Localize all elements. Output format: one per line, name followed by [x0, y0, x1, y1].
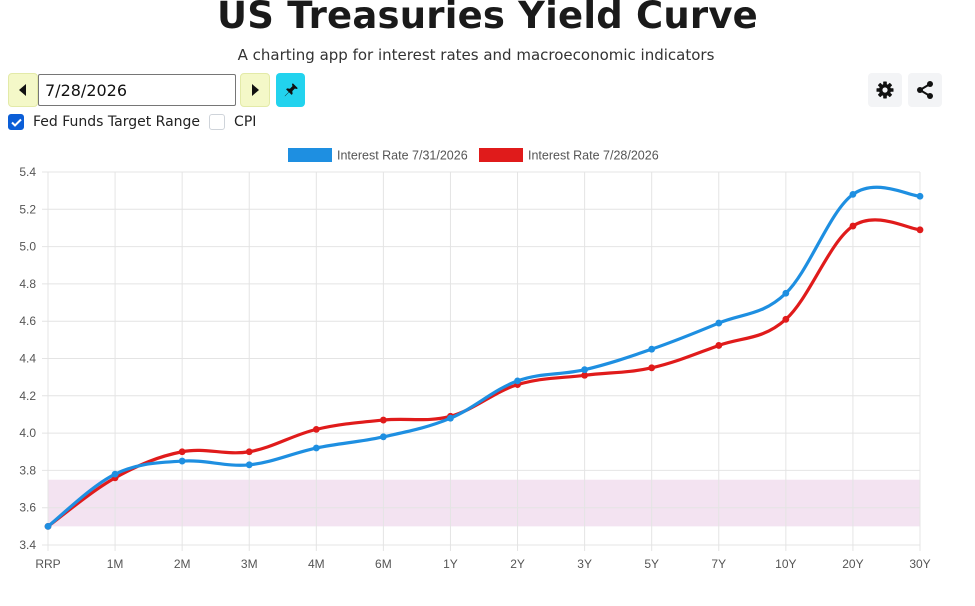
fed-funds-band [48, 479, 920, 527]
gear-icon [876, 81, 894, 99]
share-icon [917, 81, 933, 99]
y-tick-label: 3.8 [19, 463, 36, 477]
fed-funds-checkbox[interactable] [8, 114, 24, 130]
y-tick-label: 4.2 [19, 389, 36, 403]
yield-curve-chart: Interest Rate 7/31/2026 Interest Rate 7/2… [19, 148, 931, 571]
y-tick-label: 4.4 [19, 352, 36, 366]
legend-label: Interest Rate 7/28/2026 [528, 149, 659, 163]
chart-grid [42, 171, 921, 551]
y-axis: 3.4 3.6 3.8 4.0 4.2 4.4 4.6 4.8 5.0 5.2 5.4 [19, 165, 36, 552]
x-tick-label: RRP [35, 557, 60, 571]
x-tick-label: 7Y [711, 557, 726, 571]
data-point [514, 377, 521, 385]
next-date-button[interactable] [240, 73, 270, 107]
y-tick-label: 3.6 [19, 501, 36, 515]
chart-legend: Interest Rate 7/31/2026 Interest Rate 7/2… [288, 148, 659, 163]
data-point [178, 457, 186, 465]
data-point [312, 425, 320, 433]
data-point [44, 522, 52, 530]
data-point [245, 448, 253, 456]
data-point [178, 448, 186, 456]
data-point [245, 461, 253, 469]
caret-right-icon [252, 84, 259, 96]
legend-label: Interest Rate 7/31/2026 [337, 149, 468, 163]
data-point [715, 342, 723, 349]
chart-series [44, 185, 924, 530]
data-point [648, 364, 656, 372]
cpi-checkbox[interactable] [209, 114, 226, 130]
pin-button[interactable] [276, 73, 305, 107]
x-axis: RRP 1M 2M 3M 4M 6M 1Y 2Y 3Y 5Y 7Y 10Y 20Y 30Y [35, 557, 930, 571]
y-tick-label: 4.6 [19, 314, 36, 328]
x-tick-label: 10Y [775, 557, 796, 571]
data-point [782, 315, 790, 323]
y-tick-label: 5.4 [19, 165, 36, 179]
data-point [849, 222, 857, 230]
data-point [379, 416, 387, 424]
x-tick-label: 6M [375, 557, 392, 571]
x-tick-label: 20Y [842, 557, 863, 571]
data-point [379, 433, 387, 441]
series-line [47, 185, 921, 528]
x-tick-label: 2M [174, 557, 191, 571]
fed-funds-label[interactable]: Fed Funds Target Range [33, 114, 201, 130]
x-tick-label: 3M [241, 557, 258, 571]
data-point [916, 192, 924, 200]
y-tick-label: 4.0 [19, 426, 36, 440]
y-tick-label: 5.2 [19, 202, 36, 216]
x-tick-label: 30Y [909, 557, 930, 571]
data-point [581, 366, 589, 374]
x-tick-label: 4M [308, 557, 325, 571]
data-point [581, 371, 589, 379]
fed-funds-band-area [48, 479, 920, 527]
data-point [849, 190, 857, 198]
y-tick-label: 4.8 [19, 277, 36, 291]
x-tick-label: 3Y [577, 557, 592, 571]
x-tick-label: 5Y [644, 557, 659, 571]
prev-date-button[interactable] [8, 73, 38, 107]
checkmark-icon [10, 118, 22, 127]
data-point [715, 319, 723, 327]
cpi-label[interactable]: CPI [234, 114, 257, 130]
data-point [312, 444, 320, 452]
data-point [782, 289, 790, 297]
share-button[interactable] [908, 73, 942, 107]
date-input[interactable] [38, 74, 236, 106]
x-tick-label: 1M [107, 557, 124, 571]
settings-button[interactable] [868, 73, 902, 107]
data-point [111, 470, 119, 478]
data-point [916, 226, 924, 234]
x-tick-label: 2Y [510, 557, 525, 571]
pin-icon [284, 83, 298, 97]
x-tick-label: 1Y [443, 557, 458, 571]
overlay-options: Fed Funds Target Range CPI [8, 112, 256, 132]
y-tick-label: 5.0 [19, 240, 36, 254]
legend-swatch [288, 148, 332, 162]
page-subtitle: A charting app for interest rates and ma… [237, 46, 715, 64]
y-tick-label: 3.4 [19, 538, 36, 552]
data-point [648, 345, 656, 353]
caret-left-icon [19, 84, 26, 96]
data-point [447, 414, 454, 422]
legend-swatch [479, 148, 523, 162]
page-title: US Treasuries Yield Curve [217, 0, 758, 37]
